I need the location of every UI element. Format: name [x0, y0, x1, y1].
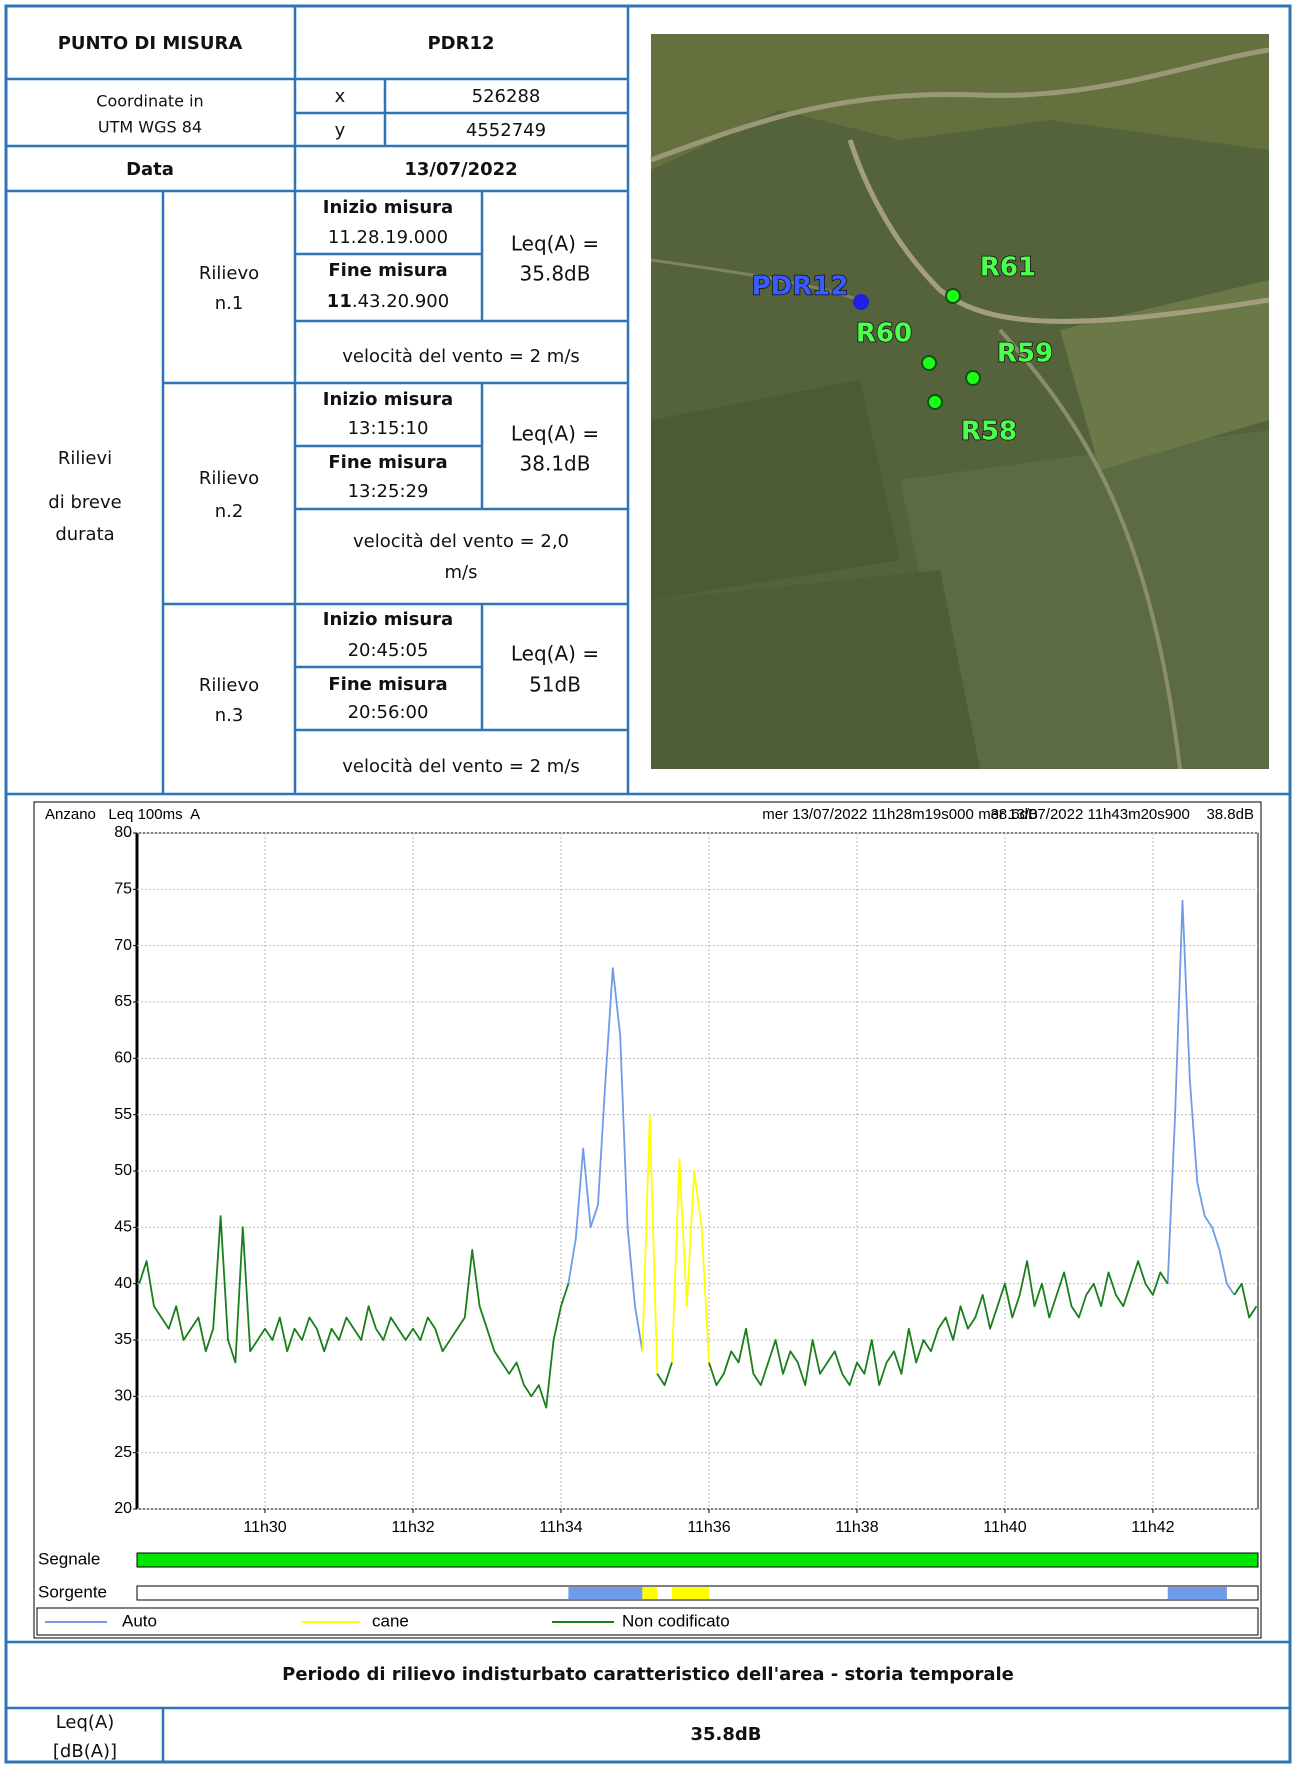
aerial-map	[650, 34, 1270, 770]
leq: 35.8dB	[520, 262, 591, 286]
y-tick-label: 50	[114, 1162, 132, 1179]
source-segment	[1167, 1587, 1227, 1599]
inizio-time: 13:15:10	[348, 418, 429, 439]
y-tick-label: 70	[114, 937, 132, 954]
fine-time: 11.43.20.900	[327, 291, 449, 312]
wind-speed: velocità del vento = 2,0	[353, 531, 569, 552]
signal-label: Segnale	[38, 1549, 100, 1568]
coord-x-label: x	[335, 86, 346, 107]
y-tick-label: 30	[114, 1388, 132, 1405]
source-segment	[671, 1587, 709, 1599]
rilievi-label: durata	[55, 524, 114, 545]
legend-label: Non codificato	[622, 1611, 730, 1630]
rilievo-name: Rilievo	[199, 675, 259, 696]
series-line	[567, 899, 1236, 1352]
date-value: 13/07/2022	[404, 159, 517, 180]
x-tick-label: 11h36	[687, 1519, 730, 1536]
rilievi-label: Rilievi	[58, 448, 112, 469]
coord-y: 4552749	[466, 120, 546, 141]
leq: Leq(A) =	[511, 642, 599, 666]
rilievo-name: n.3	[215, 705, 244, 726]
rilievo-name: Rilievo	[199, 468, 259, 489]
x-tick-label: 11h30	[243, 1519, 286, 1536]
table-lines	[6, 6, 1290, 1762]
inizio-label: Inizio misura	[323, 197, 453, 218]
wind-speed: m/s	[445, 562, 478, 583]
series-line	[641, 1113, 710, 1374]
chart-frame	[33, 801, 1262, 1639]
leq: 51dB	[529, 673, 581, 697]
fine-label: Fine misura	[328, 452, 447, 473]
result-label: Leq(A)	[56, 1712, 115, 1733]
map-label: R60	[856, 319, 912, 349]
coord-y-label: y	[335, 120, 346, 141]
fine-time-part: .43.20.900	[352, 291, 449, 312]
y-tick-label: 40	[114, 1275, 132, 1292]
x-tick-label: 11h32	[391, 1519, 434, 1536]
rilievo-name: n.1	[215, 293, 244, 314]
inizio-time: 20:45:05	[348, 640, 429, 661]
source-segment	[642, 1587, 658, 1599]
section-title: Periodo di rilievo indisturbato caratter…	[282, 1664, 1014, 1685]
y-tick-label: 75	[114, 881, 132, 898]
source-label: Sorgente	[38, 1582, 107, 1601]
rilievi-label: di breve	[48, 492, 121, 513]
fine-time: 13:25:29	[348, 481, 429, 502]
y-tick-label: 20	[114, 1500, 132, 1517]
wind-speed: velocità del vento = 2 m/s	[342, 346, 580, 367]
coord-label: UTM WGS 84	[98, 118, 202, 137]
chart-title: Anzano Leq 100ms A	[45, 806, 200, 823]
leq: 38.1dB	[520, 452, 591, 476]
y-tick-label: 25	[114, 1444, 132, 1461]
source-segment	[568, 1587, 643, 1599]
y-tick-label: 80	[114, 824, 132, 841]
rilievo-name: Rilievo	[199, 263, 259, 284]
chart-annotation: mer 13/07/2022 11h43m20s900 38.8dB	[978, 806, 1254, 823]
y-tick-label: 55	[114, 1106, 132, 1123]
fine-label: Fine misura	[328, 674, 447, 695]
date-label: Data	[126, 159, 174, 180]
inizio-label: Inizio misura	[323, 389, 453, 410]
leq: Leq(A) =	[511, 232, 599, 256]
fine-time: 20:56:00	[348, 702, 429, 723]
map-label: R58	[961, 417, 1017, 447]
inizio-time: 11.28.19.000	[328, 227, 448, 248]
map-label: R61	[980, 253, 1036, 283]
y-tick-label: 35	[114, 1331, 132, 1348]
y-tick-label: 65	[114, 993, 132, 1010]
x-tick-label: 11h42	[1131, 1519, 1174, 1536]
fine-time-part: 13:25:29	[348, 481, 429, 502]
outer-border	[4, 4, 1292, 1764]
legend-label: cane	[372, 1611, 409, 1630]
map-label: PDR12	[752, 272, 849, 302]
legend-label: Auto	[122, 1611, 157, 1630]
coord-label: Coordinate in	[96, 92, 203, 111]
leq: Leq(A) =	[511, 422, 599, 446]
y-tick-label: 60	[114, 1050, 132, 1067]
map-label: R59	[997, 339, 1053, 369]
result-label: [dB(A)]	[53, 1741, 117, 1762]
signal-bar	[136, 1552, 1259, 1568]
x-tick-label: 11h40	[983, 1519, 1026, 1536]
legend-box	[36, 1607, 1259, 1636]
x-tick-label: 11h34	[539, 1519, 582, 1536]
fine-time-part: 11	[327, 291, 352, 312]
series-line	[138, 1215, 1258, 1409]
inizio-label: Inizio misura	[323, 609, 453, 630]
x-tick-label: 11h38	[835, 1519, 878, 1536]
wind-speed: velocità del vento = 2 m/s	[342, 756, 580, 777]
header-value: PDR12	[427, 33, 494, 54]
header-label: PUNTO DI MISURA	[58, 33, 243, 54]
result-value: 35.8dB	[690, 1724, 761, 1745]
y-tick-label: 45	[114, 1219, 132, 1236]
fine-time-part: 20:56:00	[348, 702, 429, 723]
rilievo-name: n.2	[215, 501, 244, 522]
coord-x: 526288	[472, 86, 541, 107]
chart-annotation: mer 13/07/2022 11h28m19s000 38.6dB	[762, 806, 1038, 823]
fine-label: Fine misura	[328, 260, 447, 281]
